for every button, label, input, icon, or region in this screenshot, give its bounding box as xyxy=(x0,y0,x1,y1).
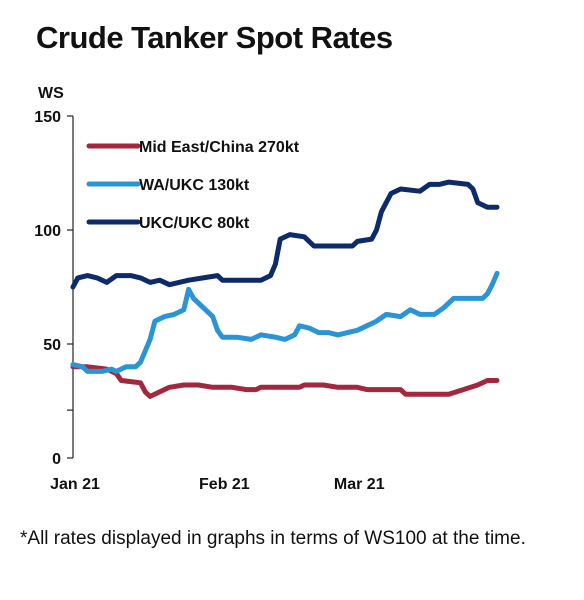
legend-label: Mid East/China 270kt xyxy=(139,139,300,156)
legend-label: UKC/UKC 80kt xyxy=(139,215,250,232)
series-line xyxy=(70,364,500,399)
y-tick-label: 100 xyxy=(34,223,61,240)
x-tick-label: Feb 21 xyxy=(199,476,250,493)
chart-legend: Mid East/China 270kt WA/UKC 130kt UKC/UKC … xyxy=(86,139,300,232)
chart-series-layer xyxy=(70,179,500,399)
line-chart: WS 0 50 100 150 Jan 21 Feb 21 Mar 21 Mid East/C… xyxy=(34,85,500,493)
series-line xyxy=(70,270,500,374)
chart-title: Crude Tanker Spot Rates xyxy=(36,20,393,55)
chart-footnote: *All rates displayed in graphs in terms … xyxy=(20,528,526,549)
y-tick-label: 150 xyxy=(34,109,61,126)
x-tick-label: Jan 21 xyxy=(50,476,100,493)
x-tick-label: Mar 21 xyxy=(334,476,385,493)
y-axis-unit-label: WS xyxy=(38,85,64,102)
series-line xyxy=(70,179,500,290)
y-tick-label: 0 xyxy=(52,451,61,468)
chart-axes: WS 0 50 100 150 Jan 21 Feb 21 Mar 21 xyxy=(34,85,384,493)
y-tick-label: 50 xyxy=(43,337,61,354)
legend-label: WA/UKC 130kt xyxy=(139,177,250,194)
